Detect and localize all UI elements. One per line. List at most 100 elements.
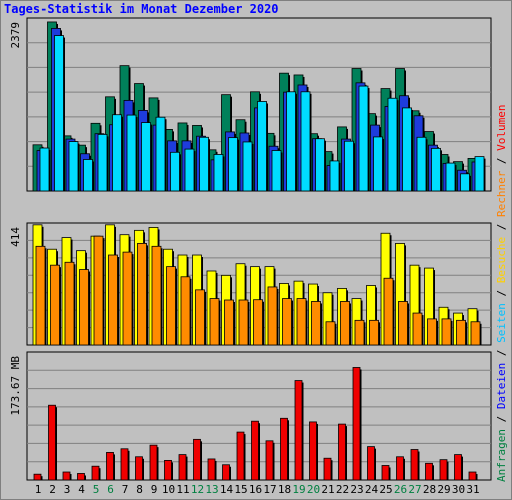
- bar-shadow: [266, 103, 268, 191]
- bar-shadow: [215, 460, 217, 480]
- bar-rechner-20: [311, 301, 321, 346]
- bar-rechner-16: [253, 299, 263, 346]
- bar-shadow: [332, 294, 334, 345]
- bar-shadow: [382, 138, 384, 191]
- bar-shadow: [440, 150, 442, 191]
- bar-volumen-20: [309, 421, 317, 481]
- bar-shadow: [426, 139, 428, 191]
- bar-rechner-30: [456, 319, 466, 346]
- bar-volumen-30: [454, 454, 462, 481]
- bar-rechner-25: [383, 277, 394, 346]
- bar-shadow: [229, 466, 231, 480]
- bar-shadow: [374, 448, 376, 480]
- x-tick-label-22: 22: [336, 483, 349, 496]
- bar-seiten-16: [257, 101, 267, 192]
- bar-shadow: [339, 162, 341, 191]
- panel-1-axis-max-label: 2379: [9, 22, 22, 49]
- bar-shadow: [78, 143, 80, 191]
- panel-2-axis-max-label: 414: [9, 227, 22, 247]
- bar-shadow: [233, 302, 235, 345]
- bar-rechner-12: [195, 289, 205, 346]
- bar-volumen-6: [106, 452, 114, 481]
- x-tick-label-11: 11: [176, 483, 189, 496]
- bar-shadow: [407, 303, 409, 345]
- bar-shadow: [404, 245, 406, 345]
- legend-item-4: Seiten: [495, 303, 508, 343]
- bar-shadow: [455, 165, 457, 191]
- bar-seiten-26: [402, 107, 412, 192]
- bar-shadow: [432, 465, 434, 480]
- bar-volumen-2: [48, 404, 56, 481]
- bar-shadow: [63, 37, 65, 191]
- bar-volumen-5: [91, 465, 100, 481]
- bar-shadow: [331, 460, 333, 480]
- bar-shadow: [45, 248, 47, 345]
- bar-shadow: [295, 93, 297, 191]
- bar-rechner-23: [354, 319, 365, 346]
- bar-seiten-25: [387, 97, 398, 192]
- x-tick-label-29: 29: [437, 483, 450, 496]
- panel-3-axis-max-label: 173.67 MB: [9, 356, 22, 416]
- x-tick-label-18: 18: [278, 483, 291, 496]
- bar-seiten-29: [445, 162, 456, 192]
- bar-rechner-14: [224, 299, 234, 346]
- bar-shadow: [252, 143, 254, 191]
- bar-seiten-21: [329, 160, 340, 192]
- bar-volumen-21: [323, 457, 332, 481]
- bar-shadow: [146, 245, 148, 345]
- bar-seiten-19: [300, 91, 311, 192]
- x-tick-label-23: 23: [350, 483, 363, 496]
- bar-shadow: [422, 315, 424, 345]
- bar-seiten-11: [184, 148, 195, 192]
- bar-seiten-17: [271, 150, 282, 192]
- x-tick-label-26: 26: [394, 483, 407, 496]
- bar-rechner-27: [412, 312, 423, 346]
- bar-shadow: [335, 323, 337, 345]
- bar-seiten-15: [242, 141, 253, 192]
- bar-shadow: [194, 151, 196, 191]
- bar-shadow: [419, 267, 421, 345]
- bar-shadow: [41, 476, 43, 480]
- bar-rechner-24: [369, 319, 379, 346]
- bar-shadow: [132, 254, 134, 345]
- bar-rechner-3: [64, 261, 75, 346]
- bar-rechner-17: [267, 286, 278, 346]
- bar-seiten-4: [83, 159, 93, 192]
- bar-seiten-9: [155, 116, 166, 192]
- bar-shadow: [360, 369, 362, 480]
- bar-seiten-28: [431, 147, 441, 192]
- bar-shadow: [349, 303, 351, 345]
- bar-shadow: [103, 238, 105, 345]
- bar-shadow: [107, 136, 109, 191]
- bar-shadow: [175, 268, 177, 345]
- bar-shadow: [306, 300, 308, 345]
- bar-volumen-29: [439, 459, 448, 481]
- bar-shadow: [324, 140, 326, 191]
- x-tick-label-31: 31: [466, 483, 479, 496]
- bar-shadow: [262, 301, 264, 345]
- bar-volumen-19: [294, 380, 303, 481]
- bar-shadow: [480, 323, 482, 345]
- bar-seiten-12: [199, 136, 209, 192]
- legend-item-0: Anfragen: [495, 429, 508, 482]
- bar-rechner-29: [441, 318, 452, 346]
- bar-shadow: [121, 116, 123, 191]
- bar-shadow: [345, 426, 347, 480]
- legend-item-9: /: [495, 151, 508, 171]
- bar-volumen-7: [120, 448, 129, 481]
- bar-shadow: [70, 474, 72, 480]
- x-tick-label-4: 4: [78, 483, 85, 496]
- bar-volumen-11: [178, 454, 187, 481]
- bar-shadow: [378, 322, 380, 345]
- bar-seiten-7: [126, 114, 137, 192]
- bar-seiten-2: [54, 35, 64, 192]
- bar-rechner-21: [325, 321, 336, 346]
- bar-shadow: [99, 468, 101, 480]
- bar-shadow: [403, 458, 405, 480]
- bar-volumen-10: [164, 459, 172, 481]
- bar-shadow: [411, 109, 413, 191]
- bar-shadow: [302, 382, 304, 480]
- bar-volumen-9: [149, 444, 158, 481]
- x-tick-label-20: 20: [307, 483, 320, 496]
- legend-item-8: Rechner: [495, 170, 508, 217]
